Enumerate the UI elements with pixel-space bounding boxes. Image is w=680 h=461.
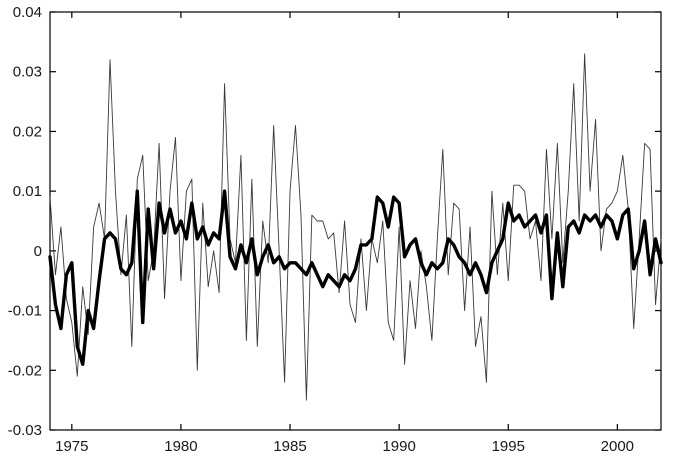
plot-box: [49, 11, 662, 431]
y-axis-tick-label: -0.03: [8, 422, 42, 439]
smoothed-series-thick-line: [48, 189, 663, 367]
y-axis-tick-label: 0.01: [13, 183, 42, 200]
x-axis-tick-label: 1995: [492, 438, 525, 455]
x-axis-tick-label: 1990: [382, 438, 415, 455]
x-axis-tick-label: 1980: [164, 438, 197, 455]
y-axis-tick-label: -0.02: [8, 362, 42, 379]
y-axis-tick-label: 0.02: [13, 123, 42, 140]
y-axis-tick-label: 0: [34, 243, 42, 260]
x-axis-tick-label: 1975: [55, 438, 88, 455]
y-axis-tick-label: 0.04: [13, 4, 42, 21]
x-axis-tick-label: 1985: [273, 438, 306, 455]
y-axis-tick-label: 0.03: [13, 64, 42, 81]
x-axis-tick-label: 2000: [601, 438, 634, 455]
y-axis-tick-label: -0.01: [8, 303, 42, 320]
